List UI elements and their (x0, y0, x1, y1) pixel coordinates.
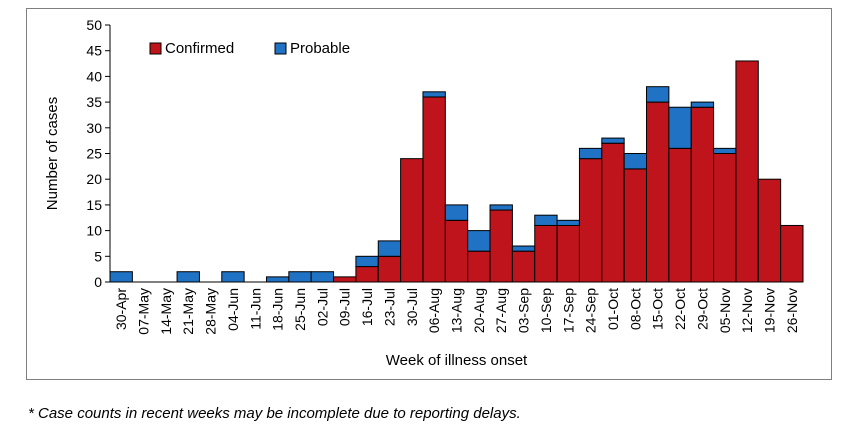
bar-confirmed-15-Oct (646, 101, 670, 283)
x-tick-label: 19-Nov (761, 288, 777, 333)
x-tick-label: 16-Jul (359, 288, 375, 326)
bar-confirmed-29-Oct (690, 106, 715, 283)
bar-probable-05-Nov (713, 147, 737, 155)
bar-probable-08-Oct (623, 153, 648, 170)
bar-probable-24-Sep (578, 147, 603, 160)
bar-confirmed-23-Jul (377, 255, 402, 283)
x-tick-label: 27-Aug (493, 288, 509, 333)
bar-confirmed-13-Aug (444, 219, 469, 283)
bar-probable-30-Apr (109, 271, 133, 283)
x-tick-label: 24-Sep (583, 288, 599, 333)
bar-probable-25-Jun (288, 271, 312, 283)
x-tick-label: 18-Jun (270, 288, 286, 331)
bar-confirmed-27-Aug (489, 209, 513, 283)
bar-probable-27-Aug (489, 204, 513, 211)
y-tick-label: 45 (86, 43, 102, 59)
bar-probable-18-Jun (265, 276, 290, 283)
x-tick-label: 30-Apr (113, 288, 129, 330)
y-tick-label: 25 (86, 146, 102, 162)
bar-confirmed-19-Nov (757, 178, 782, 283)
x-tick-label: 15-Oct (650, 288, 666, 330)
y-tick-label: 30 (86, 120, 102, 136)
x-tick-label: 09-Jul (337, 288, 353, 326)
y-tick-label: 40 (86, 68, 102, 84)
x-tick-label: 20-Aug (471, 288, 487, 333)
x-tick-label: 25-Jun (292, 288, 308, 331)
x-axis-ticks: 30-Apr 07-May 14-May 21-May 28-May 04-Jun 11-J… (113, 288, 800, 335)
x-tick-label: 14-May (158, 288, 174, 335)
x-tick-label: 10-Sep (538, 288, 554, 333)
bar-confirmed-16-Jul (355, 266, 379, 283)
y-tick-label: 35 (86, 94, 102, 110)
stacked-bar-chart: 0 5 10 15 20 25 30 35 40 45 50 30-Apr 07-May 14-May 2… (44, 17, 804, 369)
bar-confirmed-01-Oct (601, 142, 625, 283)
bar-confirmed-22-Oct (668, 147, 692, 283)
bar-confirmed-10-Sep (534, 224, 558, 283)
bar-probable-04-Jun (221, 271, 245, 283)
x-tick-label: 30-Jul (404, 288, 420, 326)
y-tick-label: 10 (86, 223, 102, 239)
bar-probable-17-Sep (556, 219, 580, 226)
bar-probable-16-Jul (355, 255, 379, 268)
y-tick-label: 0 (94, 274, 102, 290)
x-tick-label: 01-Oct (605, 288, 621, 330)
x-tick-label: 29-Oct (694, 288, 710, 330)
legend-label-confirmed: Confirmed (165, 40, 234, 57)
legend-label-probable: Probable (290, 40, 350, 57)
bar-probable-15-Oct (646, 86, 670, 103)
y-axis-title: Number of cases (44, 97, 61, 210)
footnote: * Case counts in recent weeks may be inc… (28, 405, 521, 422)
x-tick-label: 22-Oct (672, 288, 688, 330)
x-tick-label: 04-Jun (225, 288, 241, 331)
bar-probable-13-Aug (444, 204, 469, 221)
x-tick-label: 11-Jun (247, 288, 263, 330)
y-tick-label: 50 (86, 17, 102, 33)
bar-confirmed-24-Sep (578, 158, 603, 283)
x-tick-label: 06-Aug (426, 288, 442, 333)
bar-confirmed-08-Oct (623, 168, 648, 283)
x-tick-label: 26-Nov (784, 288, 800, 333)
bar-probable-22-Oct (668, 106, 692, 149)
legend: Confirmed Probable (149, 40, 350, 57)
bar-probable-23-Jul (377, 240, 402, 257)
bar-probable-03-Sep (511, 245, 536, 252)
x-tick-label: 23-Jul (381, 288, 397, 326)
bar-probable-20-Aug (467, 230, 491, 252)
bars-layer (109, 60, 804, 283)
y-tick-label: 5 (94, 248, 102, 264)
bar-confirmed-09-Jul (333, 276, 357, 283)
x-tick-label: 17-Sep (560, 288, 576, 333)
bar-probable-10-Sep (534, 214, 558, 226)
y-tick-label: 20 (86, 171, 102, 187)
y-axis-ticks: 0 5 10 15 20 25 30 35 40 45 50 (86, 17, 110, 290)
x-tick-label: 13-Aug (449, 288, 465, 333)
legend-swatch-probable (274, 42, 287, 55)
x-tick-label: 12-Nov (739, 288, 755, 333)
bar-confirmed-30-Jul (400, 158, 424, 283)
x-tick-label: 03-Sep (516, 288, 532, 333)
x-tick-label: 07-May (136, 288, 152, 335)
x-axis-title: Week of illness onset (386, 352, 528, 369)
x-tick-label: 08-Oct (627, 288, 643, 330)
bar-confirmed-17-Sep (556, 224, 580, 283)
bar-confirmed-06-Aug (422, 96, 446, 283)
bar-confirmed-26-Nov (780, 224, 804, 283)
axes-layer (109, 25, 803, 283)
x-tick-label: 05-Nov (717, 288, 733, 333)
bar-probable-21-May (176, 271, 200, 283)
bar-probable-01-Oct (601, 137, 625, 144)
x-tick-label: 02-Jul (314, 288, 330, 326)
chart-frame: 0 5 10 15 20 25 30 35 40 45 50 30-Apr 07-May 14-May 2… (26, 8, 832, 380)
bar-probable-06-Aug (422, 91, 446, 98)
bar-confirmed-12-Nov (735, 60, 759, 283)
bar-confirmed-20-Aug (467, 250, 491, 283)
bar-confirmed-05-Nov (713, 153, 737, 283)
legend-swatch-confirmed (149, 42, 162, 55)
bar-probable-29-Oct (690, 101, 715, 108)
x-tick-label: 28-May (203, 288, 219, 335)
bar-probable-02-Jul (310, 271, 335, 283)
x-tick-label: 21-May (180, 288, 196, 335)
bar-confirmed-03-Sep (511, 250, 536, 283)
y-tick-label: 15 (86, 197, 102, 213)
